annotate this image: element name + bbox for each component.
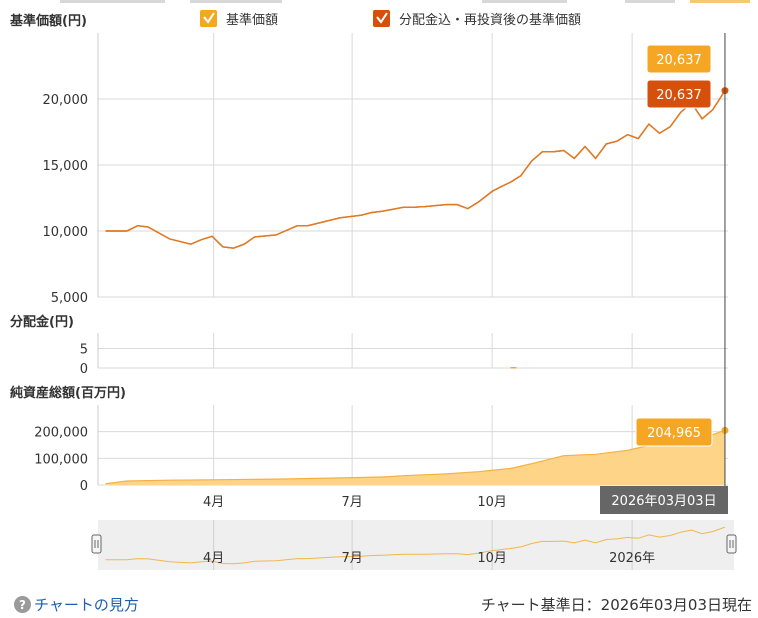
navigator-labels: 4月 7月 10月 2026年 xyxy=(203,551,655,566)
y-tick-label: 5,000 xyxy=(51,291,88,306)
y-tick-label: 15,000 xyxy=(43,159,89,174)
assets-area xyxy=(105,430,726,485)
assets-panel-yticks: 0 100,000 200,000 xyxy=(34,426,88,494)
assets-panel-title: 純資産総額(百万円) xyxy=(10,385,126,401)
series-line-nav xyxy=(105,90,726,249)
assets-value-badge-text: 204,965 xyxy=(647,426,701,441)
dividend-bar xyxy=(510,367,517,369)
y-tick-label: 0 xyxy=(80,479,88,494)
legend-item-total-return[interactable]: 分配金込・再投資後の基準価額 xyxy=(373,10,581,28)
nav-panel-series xyxy=(105,87,729,249)
y-tick-label: 5 xyxy=(80,343,88,358)
legend-nav-checkbox[interactable] xyxy=(200,10,217,27)
handle-icon[interactable] xyxy=(91,534,102,554)
nav-value-badge-bg xyxy=(646,44,712,74)
date-tooltip: 2026年03月03日 xyxy=(600,486,728,514)
y-tick-label: 10,000 xyxy=(43,225,89,240)
dividend-panel-title: 分配金(円) xyxy=(10,314,74,330)
nav-value-badge-text: 20,637 xyxy=(656,53,702,68)
total-return-value-badge-text: 20,637 xyxy=(656,88,702,103)
chart-base-date: チャート基準日：2026年03月03日現在 xyxy=(480,596,752,614)
nav-panel-yticks: 5,000 10,000 15,000 20,000 xyxy=(43,93,89,306)
y-tick-label: 0 xyxy=(80,362,88,377)
x-tick-label: 4月 xyxy=(203,495,224,510)
assets-value-badge-bg xyxy=(635,417,713,447)
dividend-panel-yticks: 05 xyxy=(80,343,88,377)
chart-help-link[interactable]: チャートの見方 xyxy=(34,596,139,614)
chart-help[interactable]: ? チャートの見方 xyxy=(14,594,139,615)
assets-panel-series xyxy=(105,426,729,485)
help-icon: ? xyxy=(14,596,31,613)
y-tick-label: 200,000 xyxy=(34,426,88,441)
x-axis-labels: 4月 7月 10月 xyxy=(203,495,507,510)
dividend-panel-series xyxy=(510,367,517,369)
total-return-value-badge-bg xyxy=(646,79,712,109)
legend-total-return-checkbox[interactable] xyxy=(373,10,390,27)
check-icon xyxy=(203,12,215,24)
x-tick-label: 7月 xyxy=(341,495,362,510)
legend-nav-label: 基準価額 xyxy=(226,12,278,28)
navigator-label: 10月 xyxy=(477,551,507,566)
x-tick-label: 10月 xyxy=(477,495,507,510)
date-tooltip-bg xyxy=(600,486,728,514)
legend-total-return-label: 分配金込・再投資後の基準価額 xyxy=(399,12,581,28)
legend-item-nav[interactable]: 基準価額 xyxy=(200,10,278,28)
legend: 基準価額 分配金込・再投資後の基準価額 xyxy=(200,10,581,28)
nav-panel-title: 基準価額(円) xyxy=(9,13,87,29)
navigator-label: 4月 xyxy=(203,551,224,566)
dividend-panel-grid xyxy=(97,333,728,369)
date-tooltip-text: 2026年03月03日 xyxy=(611,494,716,509)
nav-value-badge: 20,637 xyxy=(646,44,712,74)
nav-panel-grid xyxy=(97,33,728,298)
total-return-value-badge: 20,637 xyxy=(646,79,712,109)
navigator-series-line xyxy=(105,526,726,565)
navigator[interactable]: 4月 7月 10月 2026年 xyxy=(91,520,737,570)
navigator-label: 2026年 xyxy=(609,551,655,566)
y-tick-label: 100,000 xyxy=(34,452,88,467)
check-icon xyxy=(376,12,388,24)
navigator-handle-left[interactable] xyxy=(91,534,102,554)
assets-value-badge: 204,965 xyxy=(635,417,713,447)
y-tick-label: 20,000 xyxy=(43,93,89,108)
handle-icon[interactable] xyxy=(726,534,737,554)
navigator-handle-right[interactable] xyxy=(726,534,737,554)
navigator-label: 7月 xyxy=(341,551,362,566)
